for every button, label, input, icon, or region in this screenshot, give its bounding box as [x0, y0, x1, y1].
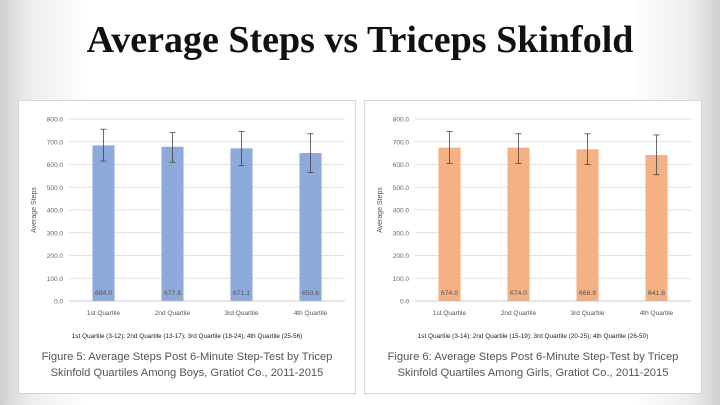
figure-caption-line2: Skinfold Quartiles Among Boys, Gratiot C… [50, 367, 324, 379]
bar [438, 147, 461, 301]
bar [92, 145, 115, 301]
bar [507, 147, 530, 301]
bar-chart-boys: 0.0 100.0 200.0 300.0 400.0 500.0 600.0 700.0 80… [31, 117, 345, 317]
y-tick-label: 200.0 [393, 253, 410, 260]
bar [645, 154, 668, 301]
y-tick-label: 300.0 [393, 230, 410, 237]
y-tick-label: 600.0 [393, 162, 410, 169]
figure-caption-line1: Figure 6: Average Steps Post 6-Minute St… [387, 351, 679, 363]
y-tick-label: 400.0 [47, 208, 64, 215]
bar [299, 152, 322, 301]
y-tick-label: 0.0 [54, 299, 63, 306]
x-tick-label: 4th Quartile [640, 310, 674, 317]
data-label: 674.0 [510, 290, 527, 297]
y-tick-label: 500.0 [47, 185, 64, 192]
x-tick-label: 1st Quartile [433, 310, 467, 317]
y-tick-label: 600.0 [47, 162, 64, 169]
chart-panel-girls: 0.0 100.0 200.0 300.0 400.0 500.0 600.0 700.0 80… [364, 100, 702, 394]
figure-caption-line2: Skinfold Quartiles Among Girls, Gratiot … [397, 367, 669, 379]
x-tick-label: 3rd Quartile [225, 310, 259, 317]
x-tick-label: 1st Quartile [87, 310, 121, 317]
y-axis-label: Average Steps [377, 187, 384, 233]
x-tick-label: 2nd Quartile [501, 310, 537, 317]
figure-caption-girls: Figure 6: Average Steps Post 6-Minute St… [365, 349, 701, 381]
y-tick-label: 200.0 [47, 253, 64, 260]
x-tick-label: 3rd Quartile [571, 310, 605, 317]
figure-caption-line1: Figure 5: Average Steps Post 6-Minute St… [41, 351, 333, 363]
data-label: 641.8 [648, 290, 665, 297]
data-label: 677.8 [164, 290, 181, 297]
chart-panel-boys: 0.0 100.0 200.0 300.0 400.0 500.0 600.0 700.0 80… [18, 100, 356, 394]
bar [576, 149, 599, 301]
figure-caption-boys: Figure 5: Average Steps Post 6-Minute St… [19, 349, 355, 381]
y-tick-label: 700.0 [393, 139, 410, 146]
bar [161, 146, 184, 301]
y-tick-label: 800.0 [393, 117, 410, 124]
y-tick-label: 100.0 [47, 276, 64, 283]
bar [230, 148, 253, 301]
data-label: 684.0 [95, 290, 112, 297]
y-tick-label: 300.0 [47, 230, 64, 237]
y-tick-label: 800.0 [47, 117, 64, 124]
y-tick-label: 700.0 [47, 139, 64, 146]
x-tick-label: 4th Quartile [294, 310, 328, 317]
quartile-legend-boys: 1st Quartile (3-12); 2nd Quartile (13-17… [71, 333, 303, 340]
x-tick-label: 2nd Quartile [155, 310, 191, 317]
data-label: 674.0 [441, 290, 458, 297]
data-label: 666.9 [579, 290, 596, 297]
data-label: 650.6 [302, 290, 319, 297]
slide-title: Average Steps vs Triceps Skinfold [86, 19, 634, 61]
y-tick-label: 400.0 [393, 208, 410, 215]
y-tick-label: 0.0 [400, 299, 409, 306]
y-tick-label: 500.0 [393, 185, 410, 192]
bar-chart-girls: 0.0 100.0 200.0 300.0 400.0 500.0 600.0 700.0 80… [377, 117, 691, 317]
y-axis-label: Average Steps [31, 187, 38, 233]
quartile-legend-girls: 1st Quartile (3-14); 2nd Quartile (15-19… [417, 333, 649, 340]
data-label: 671.1 [233, 290, 250, 297]
y-tick-label: 100.0 [393, 276, 410, 283]
